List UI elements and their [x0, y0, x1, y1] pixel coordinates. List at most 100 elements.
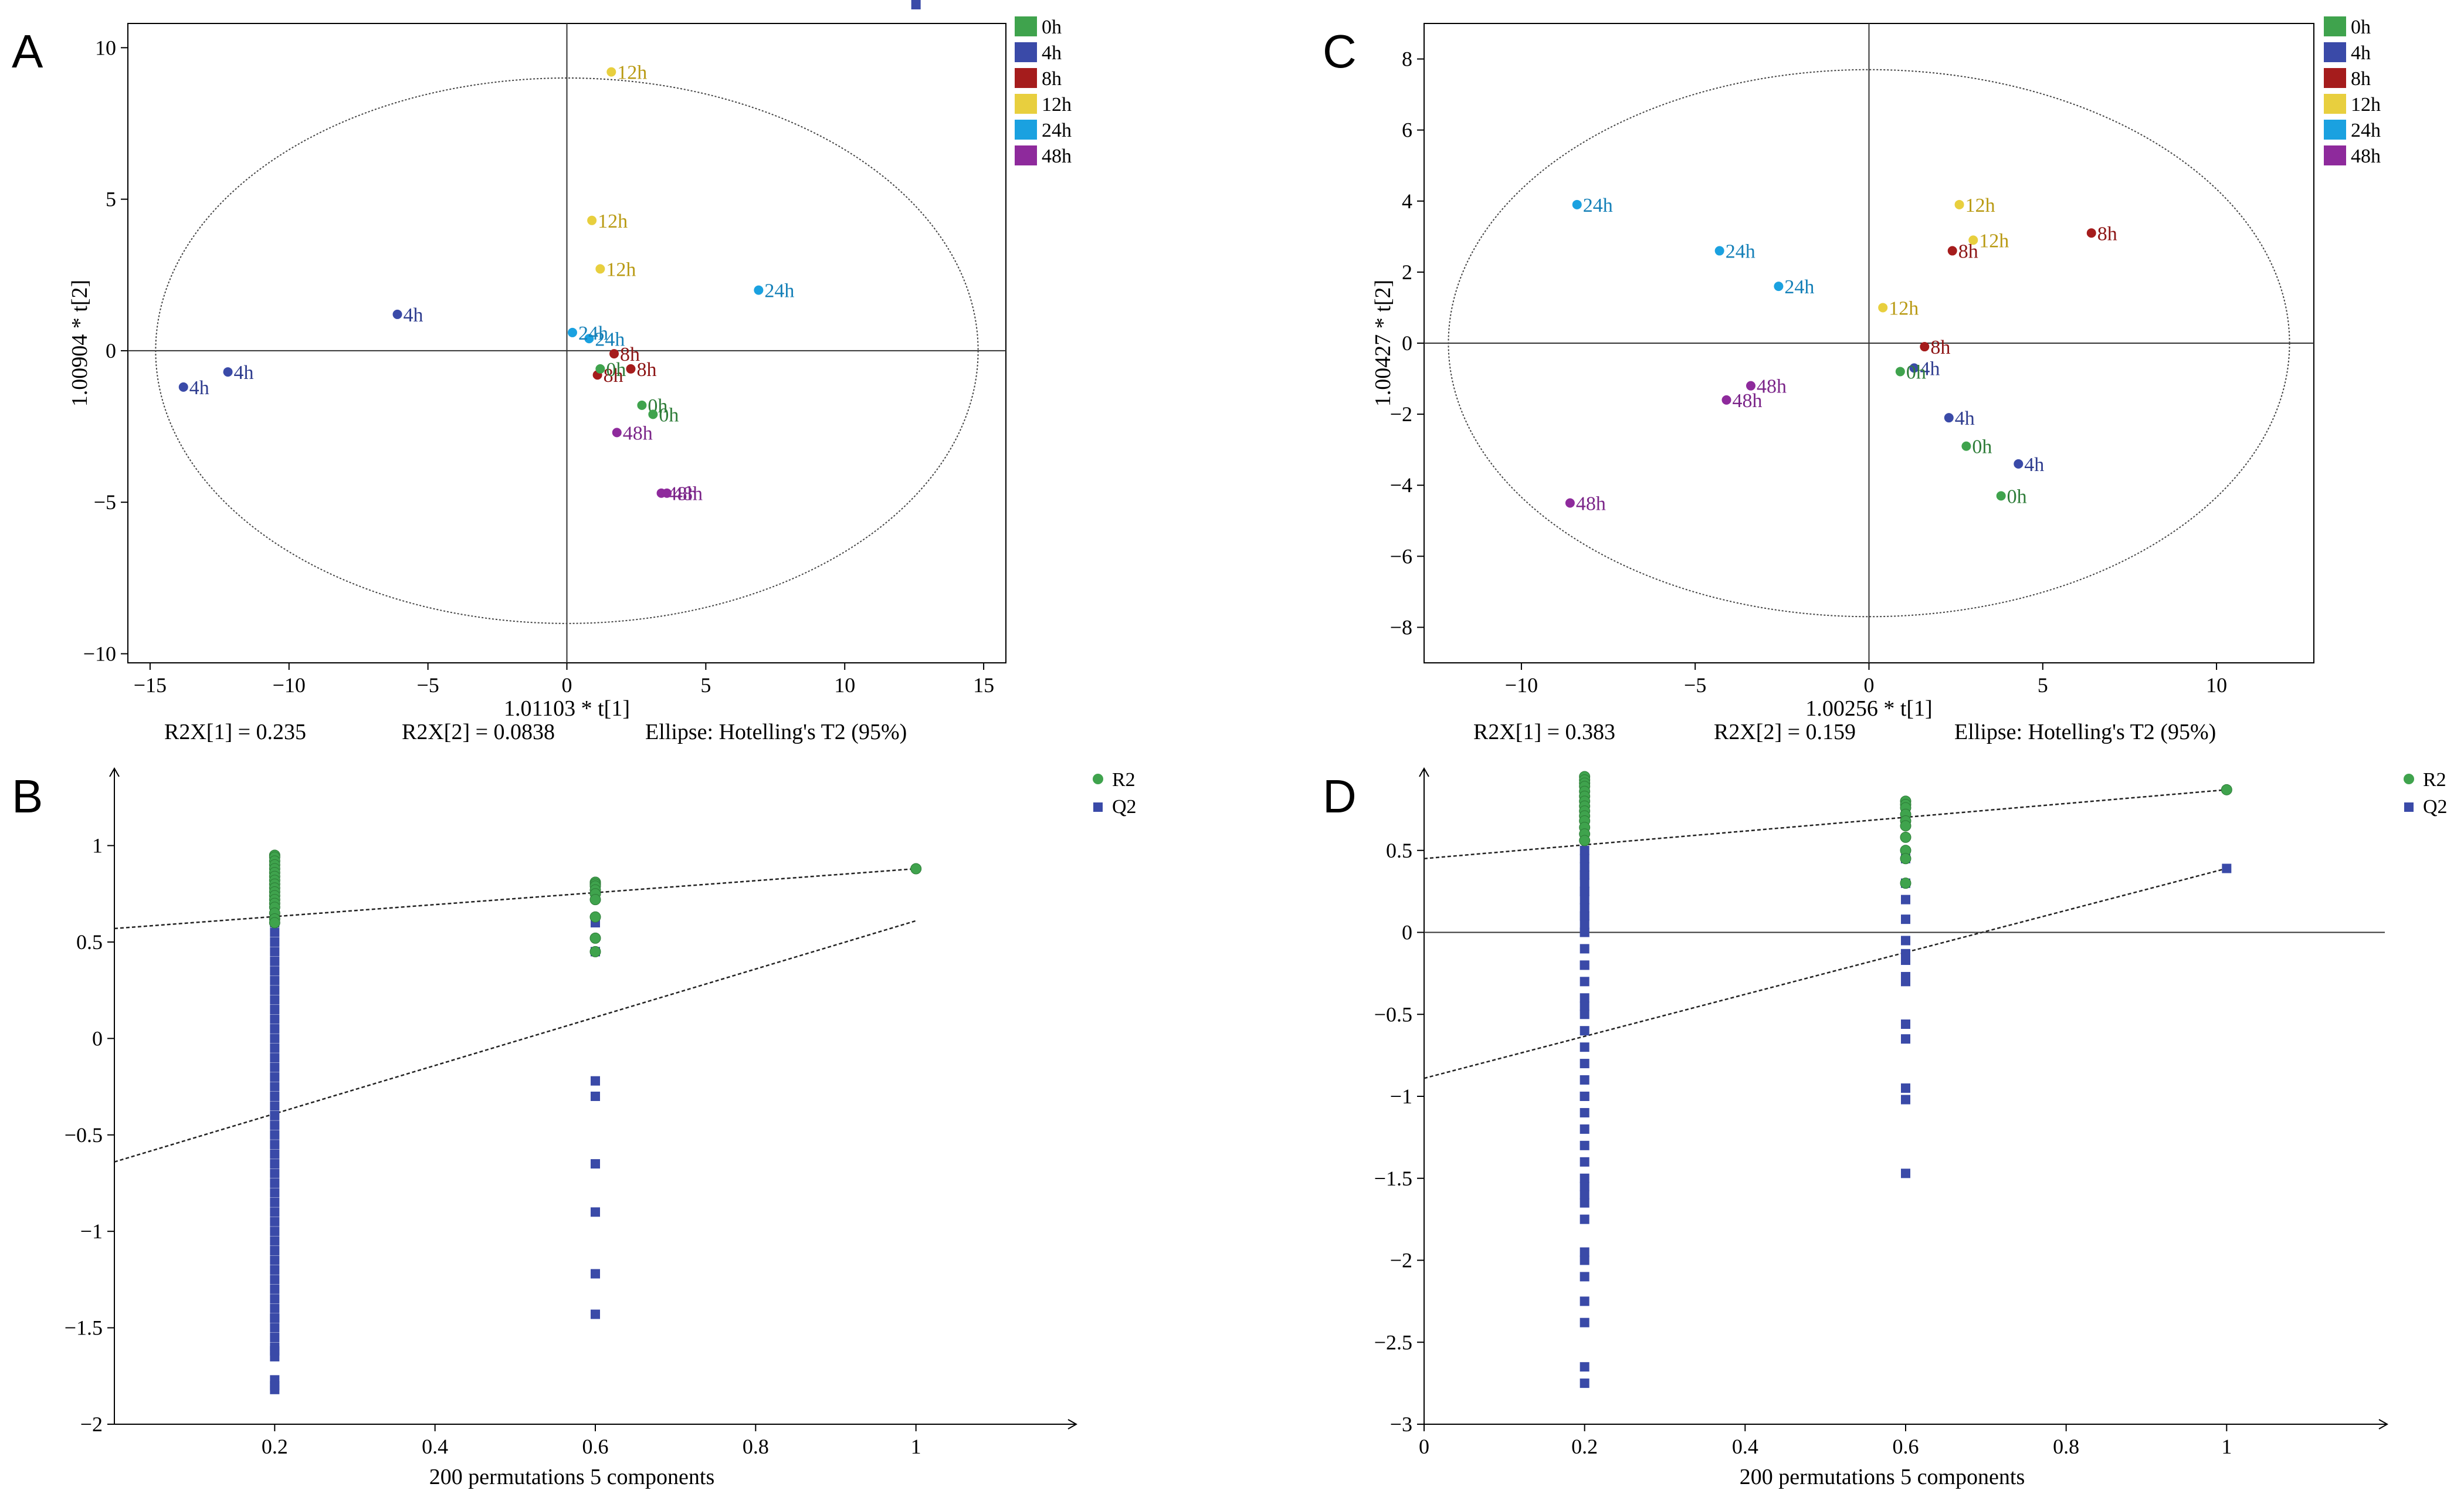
y-tick-label: 6: [1402, 118, 1412, 142]
q2-point: [270, 1265, 280, 1275]
score-point-label: 0h: [1972, 436, 1992, 458]
model-statistic: R2X[1] = 0.383: [1473, 720, 1615, 744]
q2-point: [270, 1294, 280, 1304]
panel-letter: D: [1323, 770, 1357, 822]
score-point-0h: [1996, 491, 2006, 501]
x-tick-label: 0.2: [262, 1435, 288, 1458]
y-tick-label: −2: [80, 1412, 103, 1436]
q2-point: [1580, 1075, 1589, 1085]
y-tick-label: 1: [92, 834, 103, 858]
r2-point: [1900, 878, 1911, 889]
legend-label: R2: [2423, 769, 2446, 791]
score-point-label: 48h: [623, 422, 653, 444]
q2-point: [270, 1255, 280, 1265]
score-point-label: 24h: [578, 323, 608, 344]
y-tick-label: 0.5: [1386, 839, 1412, 862]
q2-point: [1580, 1181, 1589, 1191]
q2-point: [270, 1043, 280, 1053]
x-axis-title: 200 permutations 5 components: [429, 1465, 715, 1489]
score-point-label: 48h: [1733, 390, 1763, 412]
legend-label: 12h: [1042, 94, 1072, 116]
q2-point: [591, 1207, 600, 1217]
legend-swatch-24h: [2324, 120, 2346, 140]
q2-regression-line: [114, 920, 917, 1163]
y-axis-arrow: [109, 767, 120, 777]
score-point-4h: [392, 309, 402, 319]
y-tick-label: −2.5: [1374, 1330, 1412, 1354]
x-tick-label: 0: [1419, 1435, 1429, 1458]
q2-point: [1580, 1378, 1589, 1388]
x-tick-label: 1: [2221, 1435, 2232, 1458]
q2-point: [1580, 862, 1589, 872]
legend-label: 48h: [2351, 145, 2381, 167]
x-tick-label: 0.8: [743, 1435, 769, 1458]
y-tick-label: −1.5: [65, 1316, 103, 1340]
x-axis-title: 1.00256 * t[1]: [1805, 696, 1932, 721]
score-point-48h: [1746, 381, 1756, 391]
q2-point: [591, 1309, 600, 1319]
score-point-label: 8h: [604, 365, 623, 387]
q2-point: [270, 1197, 280, 1207]
legend-swatch-8h: [1015, 68, 1037, 88]
legend-label: R2: [1112, 769, 1136, 791]
q2-point: [270, 947, 280, 957]
legend-swatch-0h: [2324, 16, 2346, 36]
y-tick-label: 4: [1402, 189, 1412, 213]
q2-point: [1580, 1157, 1589, 1167]
y-tick-label: 0: [1402, 921, 1412, 944]
model-statistic: R2X[1] = 0.235: [164, 720, 306, 744]
q2-point: [1580, 1124, 1589, 1134]
score-point-24h: [1572, 199, 1582, 209]
x-tick-label: 0.4: [1732, 1435, 1758, 1458]
panel-c-pca-score-plot: C −10 −5 0 5 10 −8 −6 −4 −2 0 2 4 6 8 1.00256 * t[1] 1.0…: [1323, 16, 2381, 744]
score-point-48h: [662, 488, 672, 498]
score-point-label: 4h: [189, 377, 209, 399]
score-point-12h: [1968, 235, 1978, 245]
q2-point: [270, 985, 280, 995]
x-axis-arrow: [2378, 1419, 2389, 1430]
y-tick-label: 0: [92, 1027, 103, 1050]
panel-a-pca-score-plot: A −15 −10 −5 0 5 10 15 −10 −5 0 5 10 1.01103 * t[1] 1.…: [12, 16, 1072, 744]
score-point-48h: [1721, 395, 1731, 405]
x-tick-label: 5: [700, 673, 711, 697]
q2-point: [270, 1284, 280, 1294]
score-point-24h: [567, 327, 577, 337]
score-point-8h: [626, 364, 636, 374]
score-point-12h: [587, 215, 597, 225]
q2-point: [270, 1149, 280, 1159]
legend-marker-r2: [1093, 774, 1103, 784]
y-tick-label: −6: [1390, 544, 1412, 568]
score-point-4h: [178, 382, 188, 392]
score-point-label: 4h: [1955, 408, 1975, 429]
score-point-label: 0h: [606, 359, 626, 381]
q2-point: [270, 1014, 280, 1024]
q2-point: [1901, 936, 1910, 946]
score-point-label: 4h: [234, 362, 254, 384]
q2-point: [591, 1269, 600, 1279]
q2-point: [270, 1384, 280, 1394]
x-tick-label: 1: [911, 1435, 921, 1458]
score-point-label: 48h: [1576, 493, 1606, 515]
q2-point: [270, 1168, 280, 1178]
q2-point: [270, 1024, 280, 1034]
y-tick-label: −10: [83, 642, 116, 666]
score-point-label: 8h: [636, 359, 656, 381]
score-point-label: 4h: [404, 304, 423, 326]
score-point-0h: [1895, 367, 1905, 377]
y-tick-label: 0.5: [76, 930, 103, 954]
q2-point: [1580, 911, 1589, 921]
score-point-label: 12h: [598, 211, 628, 232]
q2-point: [1901, 1034, 1910, 1044]
legend-label: 24h: [2351, 120, 2381, 141]
hotelling-t2-ellipse: [155, 77, 979, 624]
score-point-0h: [637, 400, 647, 410]
legend-label: Q2: [2423, 796, 2448, 818]
q2-point: [1580, 1001, 1589, 1011]
q2-point: [591, 1076, 600, 1086]
r2-point: [589, 946, 601, 957]
score-point-4h: [1909, 363, 1919, 373]
q2-point: [1580, 1010, 1589, 1019]
model-statistic: R2X[2] = 0.0838: [402, 720, 555, 744]
r2-point: [589, 894, 601, 906]
